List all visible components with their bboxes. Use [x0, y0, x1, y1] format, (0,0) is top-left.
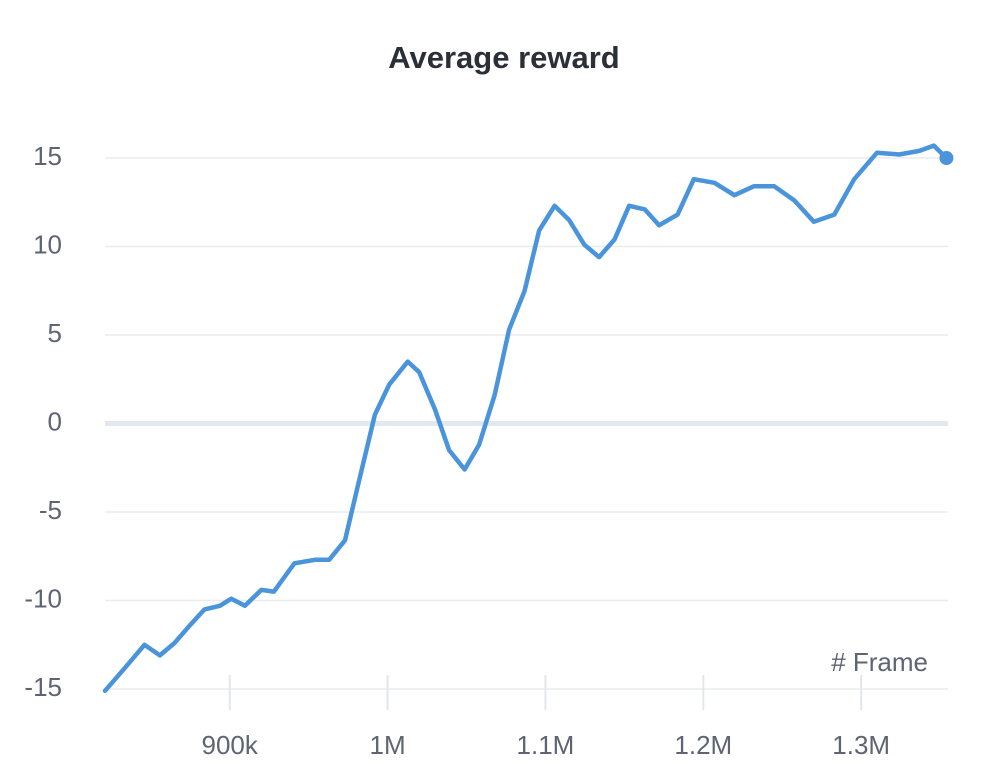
y-tick-label: 5	[48, 318, 62, 348]
y-tick-label: -10	[24, 583, 62, 613]
last-point	[939, 151, 954, 165]
x-tick-label: 1.3M	[832, 730, 890, 760]
y-tick-label: -5	[39, 495, 62, 525]
x-tick-label: 1.2M	[674, 730, 732, 760]
y-tick-label: -15	[24, 672, 62, 702]
y-tick-label: 10	[33, 229, 62, 259]
x-tick-label: 900k	[202, 730, 259, 760]
x-tick-label: 1.1M	[517, 730, 575, 760]
y-tick-label: 0	[48, 406, 62, 436]
x-tick-label: 1M	[370, 730, 406, 760]
y-tick-label: 15	[33, 141, 62, 171]
series-line	[102, 143, 949, 694]
x-axis-label: # Frame	[831, 647, 928, 677]
chart-title: Average reward	[388, 40, 619, 75]
